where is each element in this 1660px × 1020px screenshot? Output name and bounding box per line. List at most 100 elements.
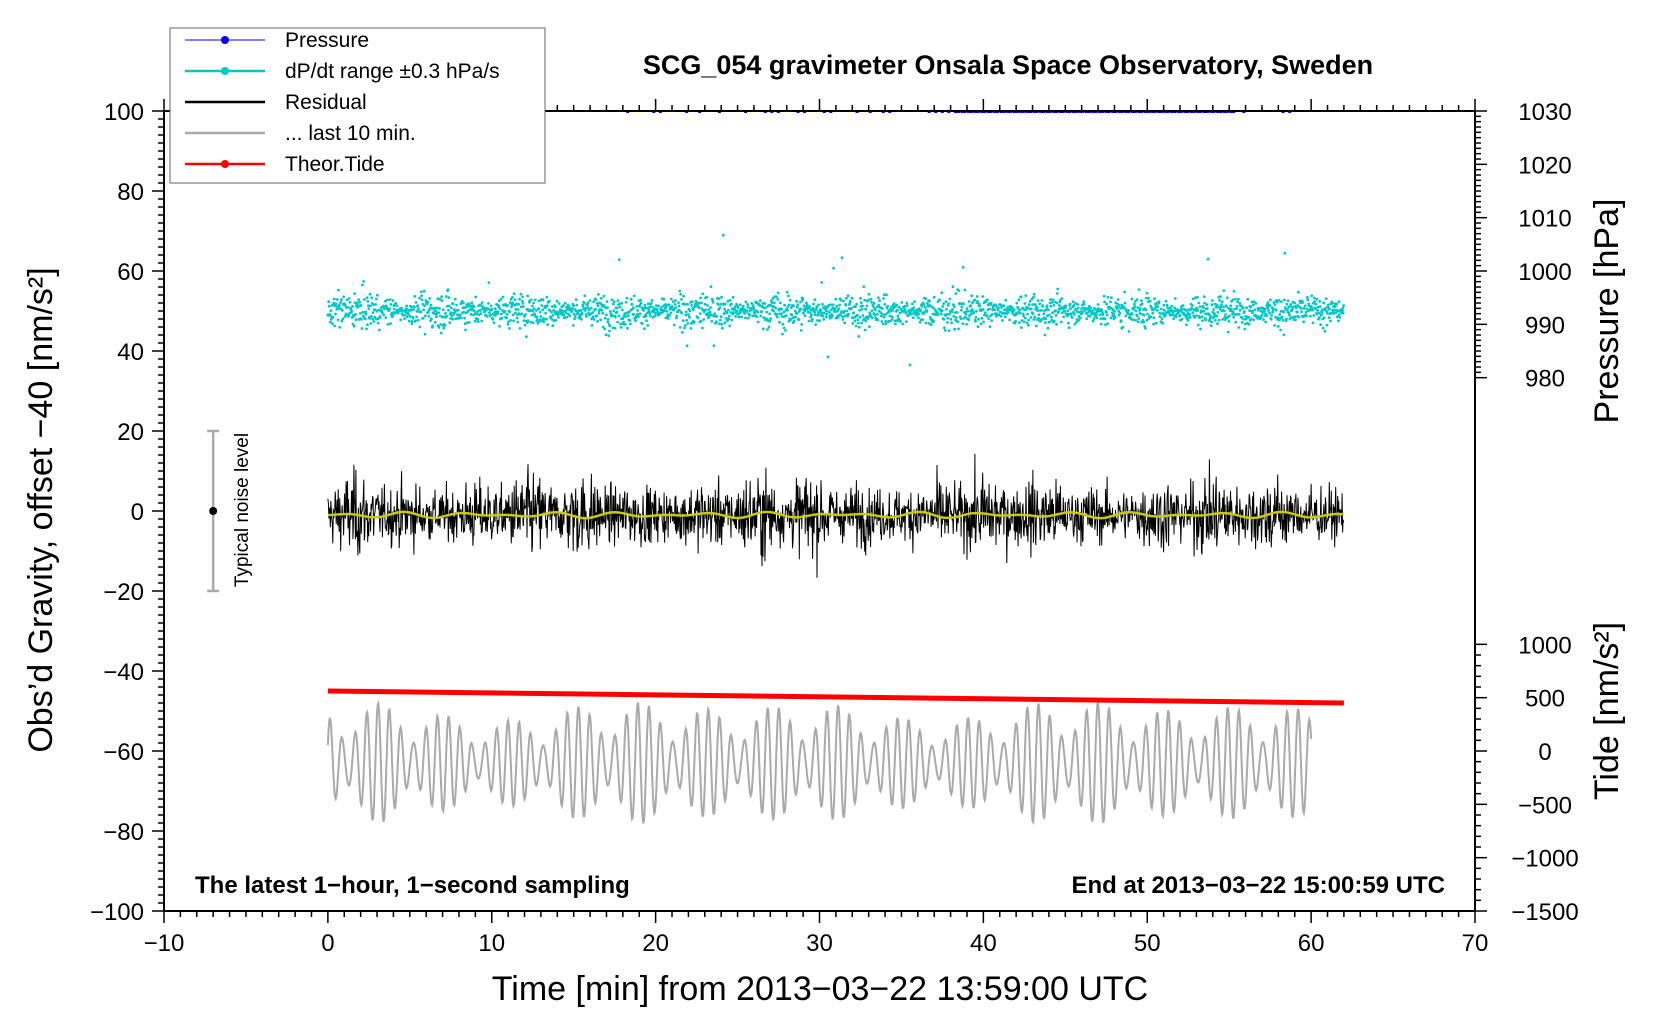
dpdt-point: [459, 316, 463, 320]
dpdt-point: [1193, 316, 1197, 319]
dpdt-point: [512, 292, 516, 296]
dpdt-point: [953, 327, 956, 331]
dpdt-point: [874, 308, 877, 312]
dpdt-point: [1271, 309, 1275, 313]
dpdt-point: [1264, 320, 1268, 324]
dpdt-point: [711, 300, 715, 304]
dpdt-point: [1172, 317, 1175, 320]
dpdt-point: [961, 265, 965, 269]
dpdt-point: [352, 324, 356, 328]
dpdt-point: [868, 313, 872, 316]
dpdt-point: [882, 297, 885, 300]
dpdt-point: [455, 303, 458, 307]
dpdt-point: [715, 314, 719, 318]
dpdt-point: [469, 313, 473, 316]
dpdt-point: [439, 323, 443, 326]
dpdt-point: [786, 308, 789, 312]
dpdt-point: [997, 313, 1001, 317]
dpdt-point: [1137, 288, 1141, 291]
dpdt-point: [606, 320, 610, 324]
dpdt-point: [643, 327, 646, 330]
dpdt-point: [1337, 300, 1341, 304]
dpdt-point: [1225, 296, 1229, 300]
dpdt-point: [512, 319, 515, 323]
dpdt-point: [1297, 290, 1300, 294]
dpdt-point: [794, 315, 798, 319]
dpdt-point: [508, 310, 512, 314]
dpdt-point: [1026, 323, 1030, 327]
dpdt-point: [1103, 317, 1107, 321]
dpdt-point: [347, 297, 351, 300]
dpdt-point: [372, 320, 376, 323]
dpdt-point: [1054, 309, 1057, 313]
dpdt-point: [850, 306, 853, 310]
dpdt-point: [809, 315, 812, 319]
dpdt-point: [1195, 314, 1198, 317]
dpdt-point: [1260, 313, 1264, 317]
dpdt-point: [727, 314, 731, 318]
dpdt-point: [438, 298, 442, 301]
dpdt-point: [859, 296, 862, 300]
dpdt-point: [860, 321, 864, 325]
dpdt-point: [675, 314, 679, 318]
dpdt-point: [646, 302, 650, 306]
dpdt-point: [1256, 306, 1260, 310]
dpdt-point: [890, 318, 894, 321]
dpdt-point: [434, 309, 438, 313]
dpdt-point: [437, 326, 441, 329]
dpdt-point: [638, 304, 642, 307]
dpdt-point: [797, 318, 801, 322]
dpdt-point: [979, 322, 983, 326]
dpdt-point: [599, 318, 602, 322]
dpdt-point: [787, 294, 790, 298]
dpdt-point: [507, 320, 510, 324]
dpdt-point: [667, 303, 671, 307]
dpdt-point: [384, 299, 387, 303]
dpdt-point: [864, 307, 867, 311]
dpdt-point: [721, 233, 725, 237]
dpdt-point: [953, 311, 957, 314]
dpdt-point: [1274, 315, 1277, 319]
dpdt-point: [376, 321, 380, 325]
dpdt-point: [600, 296, 603, 300]
dpdt-point: [1215, 314, 1219, 318]
dpdt-point: [709, 285, 713, 289]
dpdt-point: [825, 313, 829, 316]
dpdt-point: [421, 316, 425, 320]
dpdt-point: [1263, 307, 1267, 311]
dpdt-point: [720, 322, 724, 326]
dpdt-point: [727, 308, 730, 312]
dpdt-point: [1138, 312, 1142, 315]
dpdt-point: [416, 318, 420, 322]
dpdt-point: [514, 307, 518, 311]
dpdt-point: [362, 280, 366, 283]
dpdt-point: [815, 305, 819, 309]
dpdt-point: [665, 309, 669, 313]
dpdt-point: [333, 324, 337, 328]
dpdt-point: [1266, 306, 1270, 310]
dpdt-point: [945, 307, 948, 311]
dpdt-point: [689, 322, 693, 325]
dpdt-point: [451, 317, 455, 321]
dpdt-point: [929, 323, 933, 326]
dpdt-point: [1096, 303, 1100, 306]
dpdt-point: [1146, 312, 1149, 316]
dpdt-point: [1315, 297, 1319, 301]
dpdt-point: [1310, 294, 1314, 298]
dpdt-point: [1031, 312, 1035, 316]
dpdt-point: [747, 316, 750, 320]
dpdt-point: [465, 321, 469, 325]
dpdt-point: [609, 310, 612, 313]
dpdt-point: [431, 324, 435, 328]
dpdt-point: [447, 308, 450, 312]
dpdt-point: [830, 313, 834, 317]
dpdt-point: [932, 319, 936, 323]
dpdt-point: [1003, 315, 1007, 319]
dpdt-point: [951, 285, 955, 289]
dpdt-point: [762, 306, 766, 310]
dpdt-point: [358, 300, 362, 304]
dpdt-point: [531, 309, 535, 313]
dpdt-point: [985, 314, 989, 318]
dpdt-point: [515, 316, 519, 320]
dpdt-point: [414, 301, 418, 304]
